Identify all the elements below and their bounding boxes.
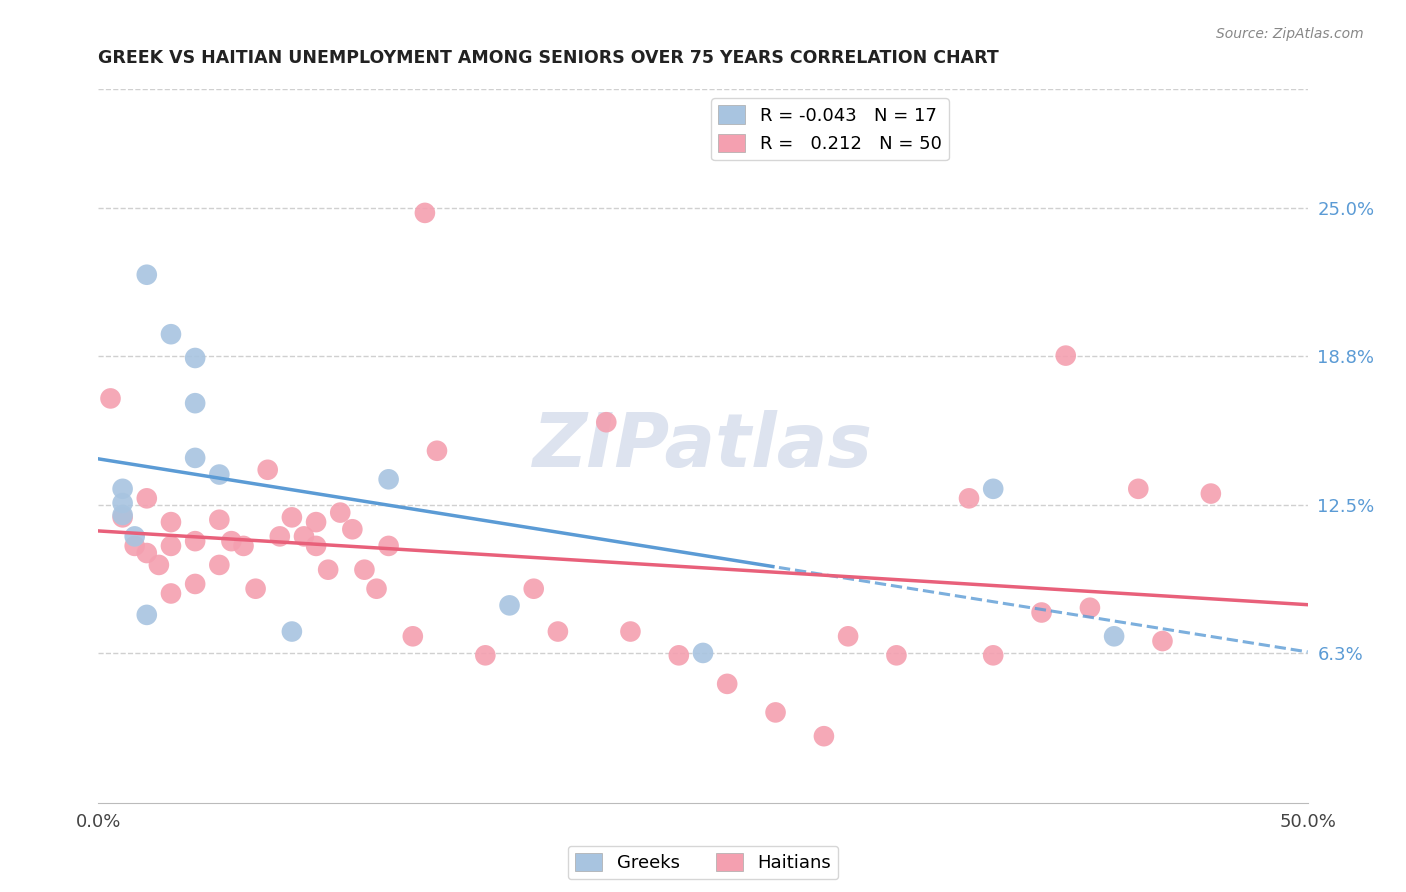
- Point: [292, 529, 315, 543]
- Point: [160, 586, 183, 600]
- Point: [547, 624, 569, 639]
- Text: ZIPatlas: ZIPatlas: [533, 409, 873, 483]
- Point: [245, 582, 267, 596]
- Point: [668, 648, 690, 663]
- Point: [281, 624, 304, 639]
- Point: [353, 563, 375, 577]
- Point: [305, 515, 328, 529]
- Point: [208, 513, 231, 527]
- Point: [619, 624, 641, 639]
- Point: [1199, 486, 1222, 500]
- Point: [184, 396, 207, 410]
- Point: [281, 510, 304, 524]
- Point: [981, 482, 1004, 496]
- Point: [342, 522, 364, 536]
- Point: [269, 529, 291, 543]
- Point: [184, 351, 207, 365]
- Point: [957, 491, 980, 506]
- Point: [523, 582, 546, 596]
- Point: [148, 558, 170, 572]
- Point: [160, 539, 183, 553]
- Text: GREEK VS HAITIAN UNEMPLOYMENT AMONG SENIORS OVER 75 YEARS CORRELATION CHART: GREEK VS HAITIAN UNEMPLOYMENT AMONG SENI…: [98, 49, 1000, 67]
- Point: [124, 539, 146, 553]
- Point: [221, 534, 243, 549]
- Text: Source: ZipAtlas.com: Source: ZipAtlas.com: [1216, 27, 1364, 41]
- Point: [160, 327, 183, 342]
- Point: [765, 706, 787, 720]
- Point: [184, 534, 207, 549]
- Point: [124, 529, 146, 543]
- Point: [692, 646, 714, 660]
- Point: [1054, 349, 1077, 363]
- Point: [1152, 634, 1174, 648]
- Point: [232, 539, 254, 553]
- Point: [426, 443, 449, 458]
- Point: [366, 582, 388, 596]
- Point: [498, 599, 520, 613]
- Point: [111, 482, 134, 496]
- Point: [837, 629, 859, 643]
- Point: [135, 491, 157, 506]
- Point: [595, 415, 617, 429]
- Point: [377, 539, 399, 553]
- Point: [981, 648, 1004, 663]
- Point: [474, 648, 496, 663]
- Point: [160, 515, 183, 529]
- Point: [377, 472, 399, 486]
- Point: [135, 268, 157, 282]
- Point: [305, 539, 328, 553]
- Legend: Greeks, Haitians: Greeks, Haitians: [568, 846, 838, 880]
- Point: [208, 467, 231, 482]
- Point: [208, 558, 231, 572]
- Point: [184, 450, 207, 465]
- Point: [886, 648, 908, 663]
- Point: [716, 677, 738, 691]
- Point: [111, 496, 134, 510]
- Point: [135, 546, 157, 560]
- Point: [256, 463, 278, 477]
- Point: [813, 729, 835, 743]
- Point: [1078, 600, 1101, 615]
- Point: [329, 506, 352, 520]
- Point: [100, 392, 122, 406]
- Point: [316, 563, 339, 577]
- Point: [111, 510, 134, 524]
- Point: [111, 508, 134, 522]
- Point: [1031, 606, 1053, 620]
- Point: [1128, 482, 1150, 496]
- Point: [135, 607, 157, 622]
- Point: [413, 206, 436, 220]
- Point: [1102, 629, 1125, 643]
- Point: [402, 629, 425, 643]
- Point: [184, 577, 207, 591]
